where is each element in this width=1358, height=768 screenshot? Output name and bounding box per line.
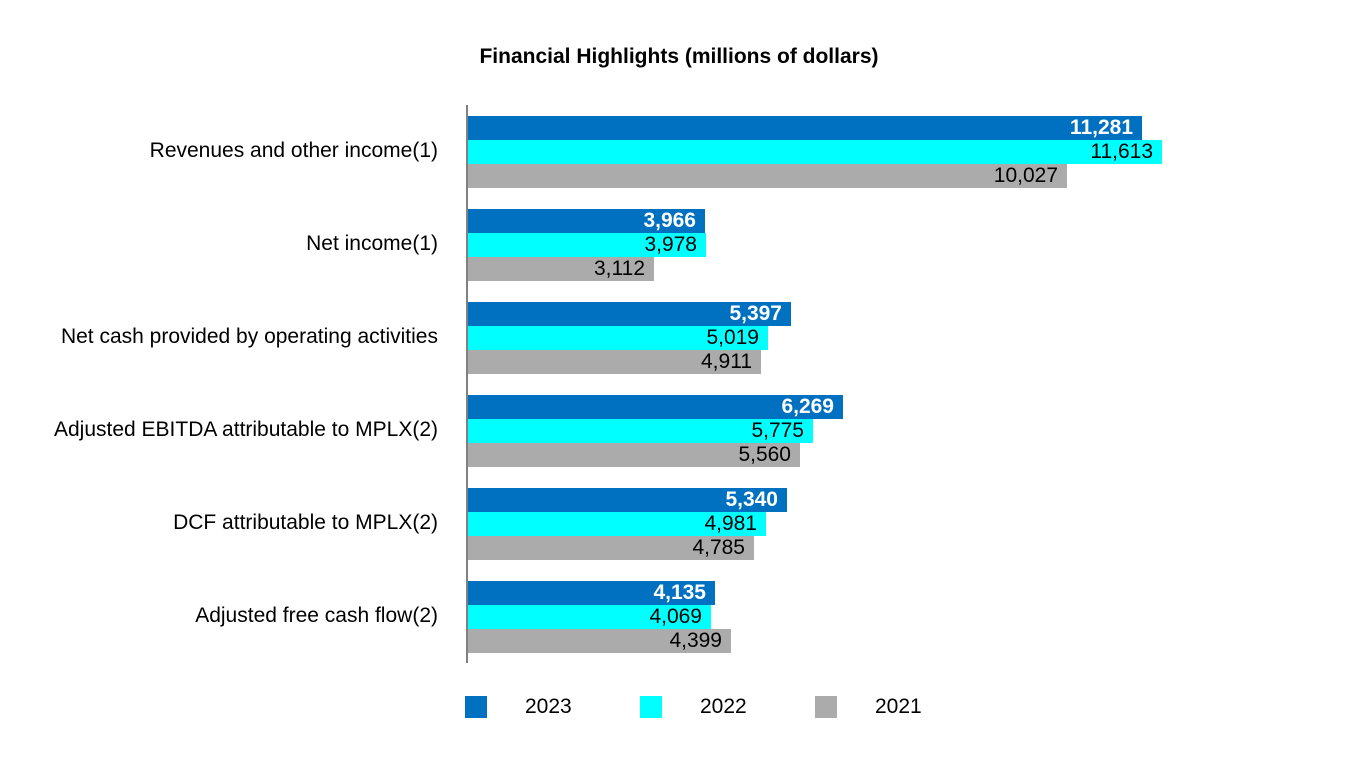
y-axis-line [466, 105, 468, 663]
bar-value-label: 4,399 [669, 628, 722, 652]
bar-2023: 3,966 [468, 208, 705, 233]
bar-value-label: 4,981 [704, 511, 757, 535]
category-group: Revenues and other income(1) 11,281 11,61… [0, 105, 1358, 198]
legend-swatch [465, 696, 487, 718]
bar-2022: 4,981 [468, 511, 766, 536]
category-group: Net cash provided by operating activitie… [0, 291, 1358, 384]
category-group: DCF attributable to MPLX(2) 5,340 4,981 4,… [0, 477, 1358, 570]
category-bars: 3,966 3,978 3,112 [468, 208, 706, 281]
bar-2022: 5,775 [468, 418, 813, 443]
legend-label: 2023 [525, 695, 572, 718]
category-label: DCF attributable to MPLX(2) [173, 511, 438, 535]
legend-swatch [640, 696, 662, 718]
bar-2023: 11,281 [468, 115, 1142, 140]
bar-2022: 4,069 [468, 604, 711, 629]
category-bars: 5,397 5,019 4,911 [468, 301, 791, 374]
bar-value-label: 11,613 [1090, 139, 1153, 163]
bar-value-label: 10,027 [993, 163, 1058, 187]
bar-value-label: 4,785 [692, 535, 745, 559]
chart-title: Financial Highlights (millions of dollar… [479, 45, 879, 68]
bar-2022: 5,019 [468, 325, 768, 350]
bar-value-label: 4,135 [653, 580, 706, 604]
bar-2022: 3,978 [468, 232, 706, 257]
bar-value-label: 6,269 [781, 394, 834, 418]
bar-2023: 4,135 [468, 580, 715, 605]
category-bars: 4,135 4,069 4,399 [468, 580, 731, 653]
category-group: Adjusted EBITDA attributable to MPLX(2) … [0, 384, 1358, 477]
bar-value-label: 3,966 [643, 208, 696, 232]
category-label: Adjusted free cash flow(2) [195, 604, 438, 628]
bar-2021: 4,785 [468, 535, 754, 560]
bar-value-label: 3,978 [644, 232, 697, 256]
category-group: Adjusted free cash flow(2) 4,135 4,069 4,3… [0, 570, 1358, 663]
legend: 2023 2022 2021 [465, 695, 922, 719]
bar-value-label: 4,911 [701, 349, 752, 373]
legend-label: 2021 [875, 695, 922, 718]
category-group: Net income(1) 3,966 3,978 3,112 [0, 198, 1358, 291]
legend-swatch [815, 696, 837, 718]
legend-item-2023: 2023 [465, 695, 640, 719]
bar-value-label: 11,281 [1069, 115, 1133, 139]
category-label: Net cash provided by operating activitie… [60, 325, 438, 349]
category-label: Adjusted EBITDA attributable to MPLX(2) [53, 418, 438, 442]
bar-value-label: 5,775 [751, 418, 804, 442]
bar-value-label: 4,069 [649, 604, 702, 628]
bar-2021: 4,911 [468, 349, 761, 374]
legend-item-2022: 2022 [640, 695, 815, 719]
bar-2023: 5,340 [468, 487, 787, 512]
plot-area: Revenues and other income(1) 11,281 11,61… [0, 105, 1358, 663]
bar-value-label: 3,112 [594, 256, 645, 280]
bar-2022: 11,613 [468, 139, 1162, 164]
category-bars: 11,281 11,613 10,027 [468, 115, 1162, 188]
category-label: Net income(1) [306, 232, 438, 256]
bar-value-label: 5,019 [706, 325, 759, 349]
bar-rows: Revenues and other income(1) 11,281 11,61… [0, 105, 1358, 663]
category-bars: 5,340 4,981 4,785 [468, 487, 787, 560]
legend-item-2021: 2021 [815, 695, 922, 719]
bar-2021: 10,027 [468, 163, 1067, 188]
bar-value-label: 5,340 [725, 487, 778, 511]
bar-value-label: 5,397 [729, 301, 782, 325]
category-bars: 6,269 5,775 5,560 [468, 394, 843, 467]
bar-2023: 5,397 [468, 301, 791, 326]
category-label: Revenues and other income(1) [149, 139, 438, 163]
legend-label: 2022 [700, 695, 747, 718]
bar-value-label: 5,560 [738, 442, 791, 466]
bar-2021: 5,560 [468, 442, 800, 467]
bar-2021: 4,399 [468, 628, 731, 653]
bar-2021: 3,112 [468, 256, 654, 281]
bar-2023: 6,269 [468, 394, 843, 419]
